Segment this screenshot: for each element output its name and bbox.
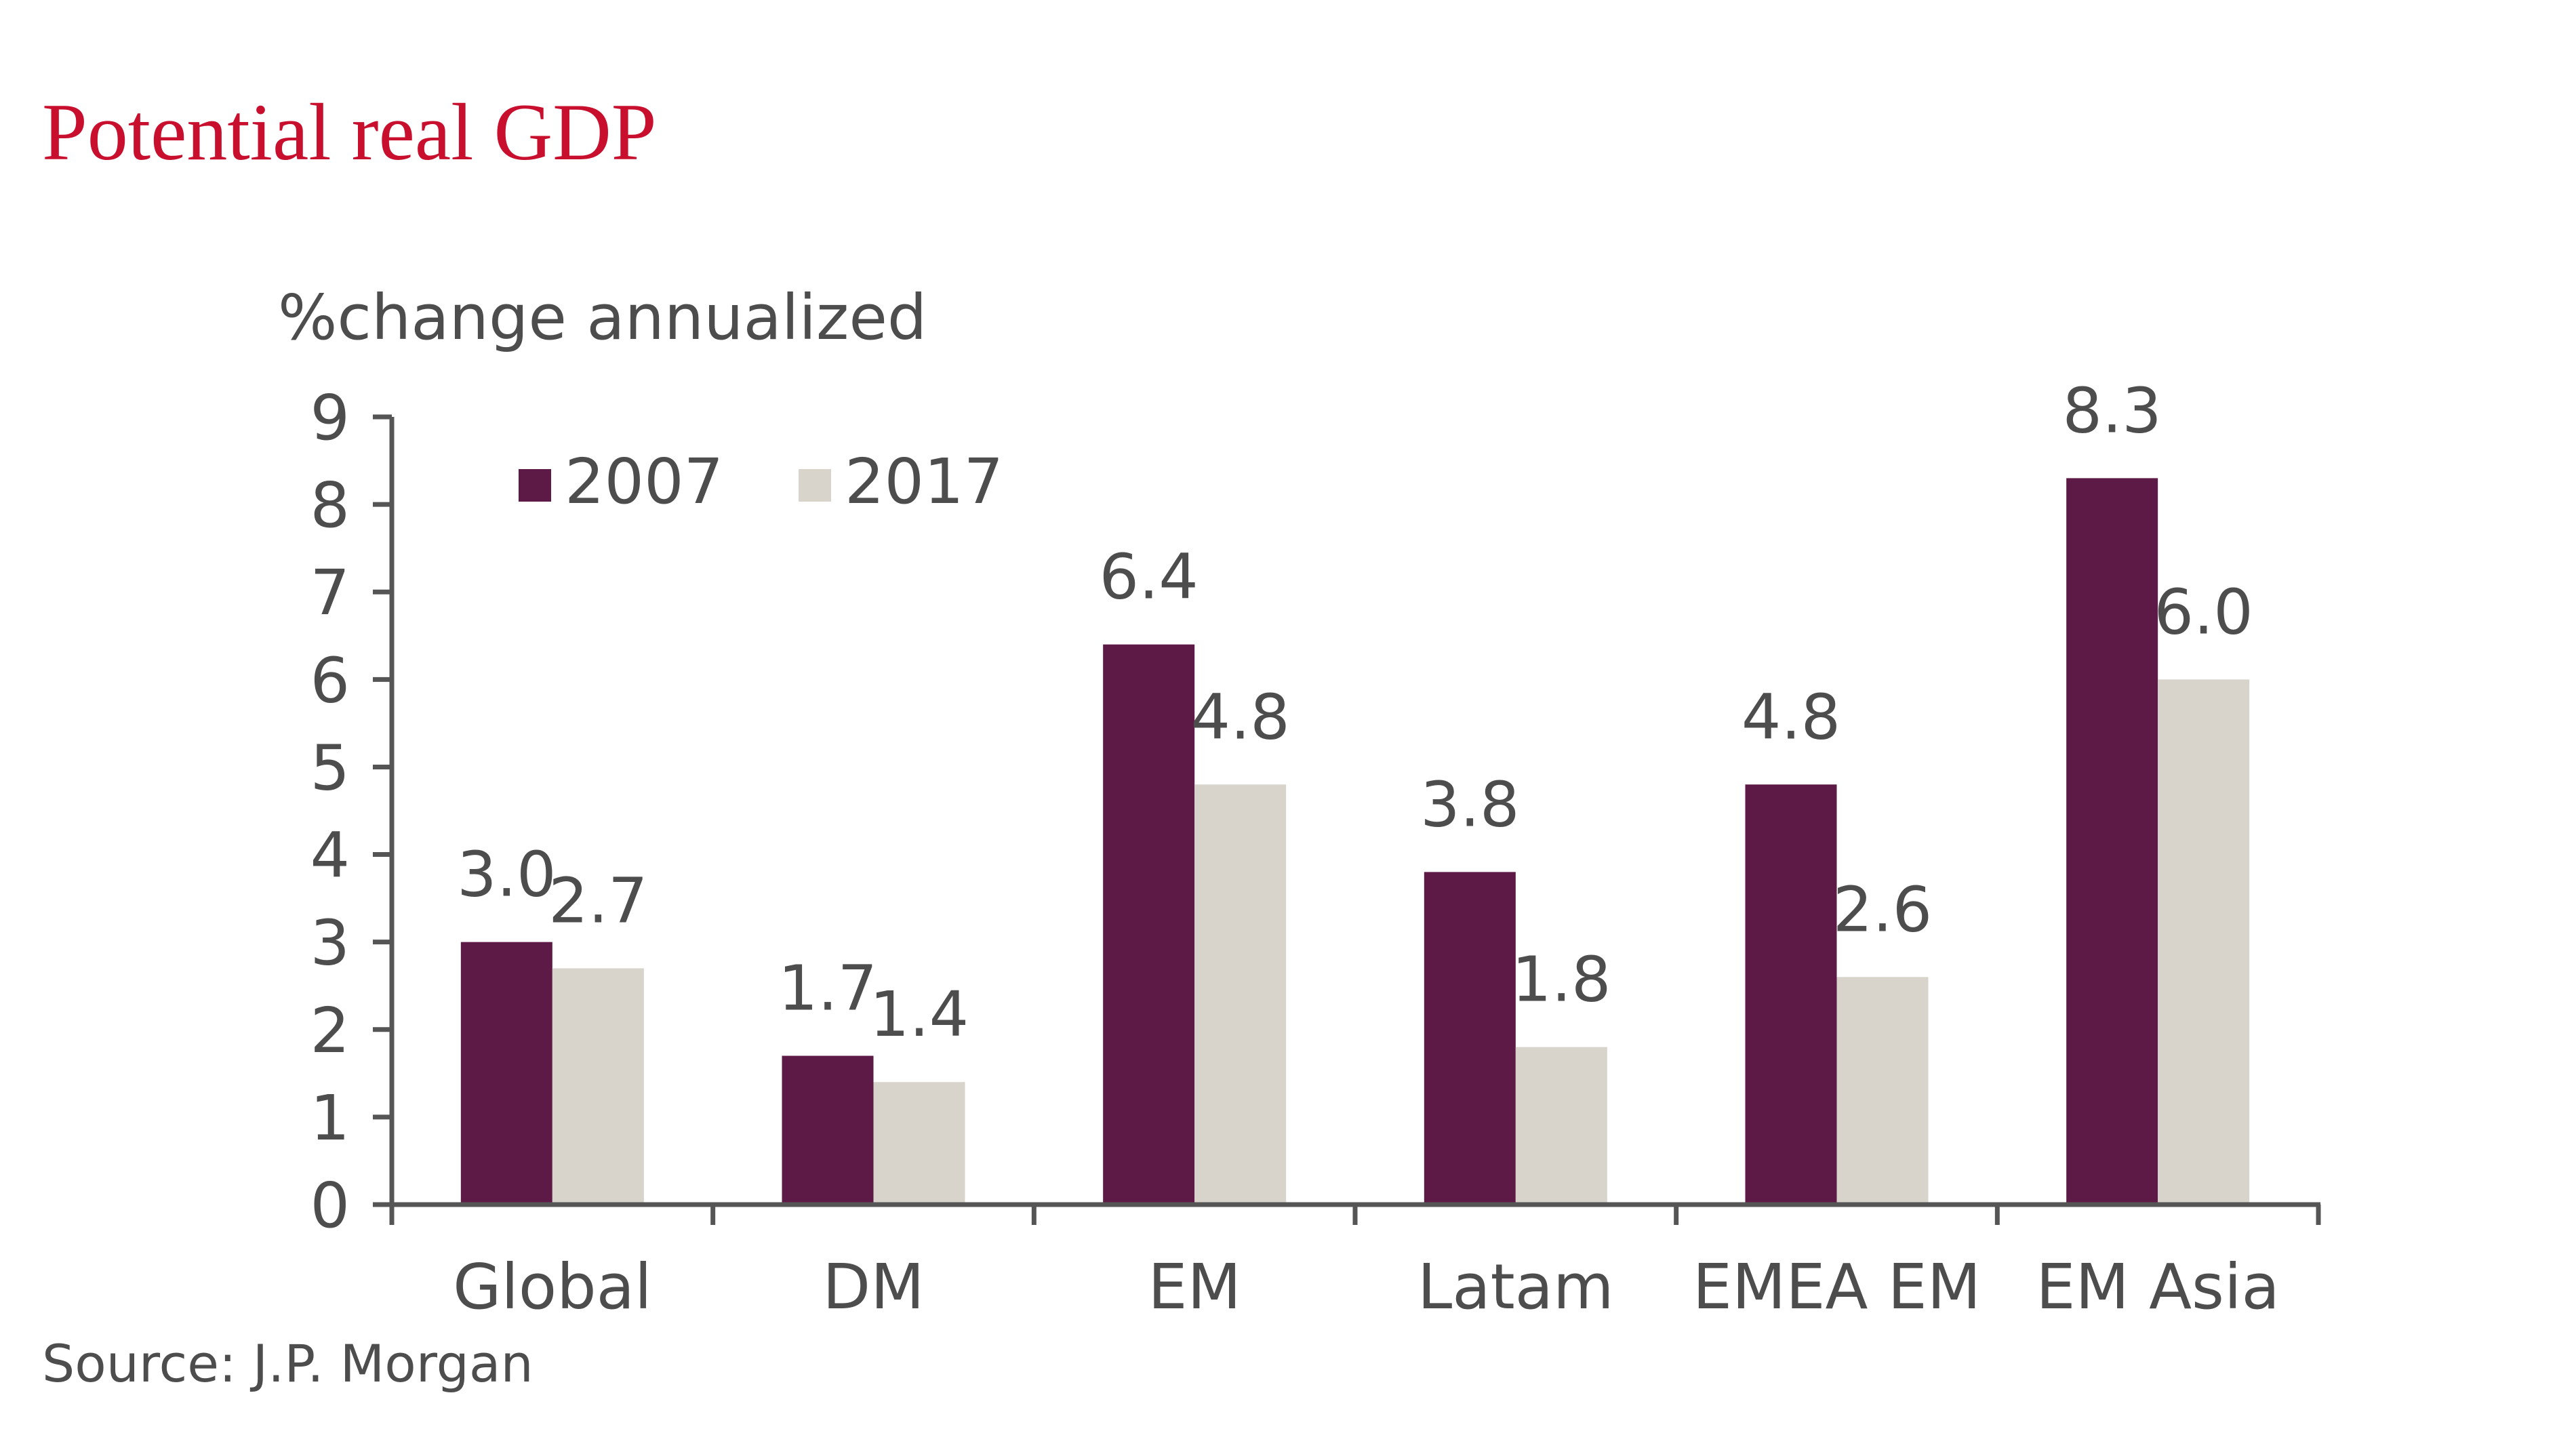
data-label: 1.8 [1512,944,1611,1016]
data-label: 6.4 [1100,541,1199,613]
legend: 2007 2017 [519,445,1003,518]
data-label: 2.7 [548,864,647,937]
data-label: 3.0 [457,839,556,911]
data-label: 6.0 [2154,576,2253,648]
bar-2007-em [1103,644,1195,1205]
y-tick-label: 7 [310,557,350,629]
x-tick-label: DM [822,1251,924,1323]
y-tick-label: 3 [310,907,350,980]
legend-swatch-2007 [519,469,551,502]
data-label: 4.8 [1191,681,1290,753]
y-tick-label: 2 [310,994,350,1067]
bar-labels-group: 3.02.7 1.71.4 6.4 4.8 3.8 1.8 4.8 2.6 8.3 6.0 [457,374,2253,1051]
bar-2007-em-asia [2066,478,2158,1205]
y-tick-label: 6 [310,644,350,717]
legend-swatch-2017 [799,469,831,502]
y-tick-label: 8 [310,469,350,542]
data-label: 3.8 [1420,768,1519,841]
data-label: 1.7 [778,952,877,1025]
x-tick-labels: Global DM EM Latam EMEA EM EM Asia [453,1251,2280,1323]
y-axis-label: %change annualized [278,281,927,354]
data-label: 8.3 [2063,374,2162,447]
y-tick-label: 0 [310,1169,350,1242]
chart-title: Potential real GDP [42,87,657,177]
x-tick-label: EM Asia [2036,1251,2280,1323]
bar-2007-dm [782,1055,874,1205]
source-note: Source: J.P. Morgan [42,1333,534,1394]
data-label: 4.8 [1742,681,1840,753]
bar-2017-em-asia [2158,679,2250,1205]
bars-group [460,478,2250,1205]
x-tick-label: EM [1148,1251,1241,1323]
bar-2007-latam [1424,872,1516,1205]
x-tick-label: Latam [1417,1251,1614,1323]
data-label: 1.4 [870,978,969,1051]
bar-2017-dm [873,1082,965,1205]
bar-2017-em [1194,784,1287,1205]
bar-2017-global [552,968,644,1205]
y-tick-label: 5 [310,731,350,804]
x-tick-label: EMEA EM [1693,1251,1981,1323]
y-tick-label: 9 [310,382,350,454]
bar-2017-latam [1515,1047,1607,1205]
bar-2007-global [460,942,552,1205]
bar-2017-emea-em [1836,977,1929,1205]
bar-2007-emea-em [1745,784,1837,1205]
data-label: 2.6 [1833,873,1932,946]
plot-area: 3.02.7 1.71.4 6.4 4.8 3.8 1.8 4.8 2.6 8.3 6.0 0 1 2… [310,374,2321,1323]
legend-label-2017: 2017 [845,445,1003,518]
x-tick-label: Global [453,1251,651,1323]
y-tick-label: 4 [310,820,350,892]
legend-label-2007: 2007 [565,445,723,518]
y-tick-labels: 0 1 2 3 4 5 6 7 8 9 [310,382,350,1242]
y-tick-label: 1 [310,1082,350,1154]
axes-group [373,414,2321,1225]
